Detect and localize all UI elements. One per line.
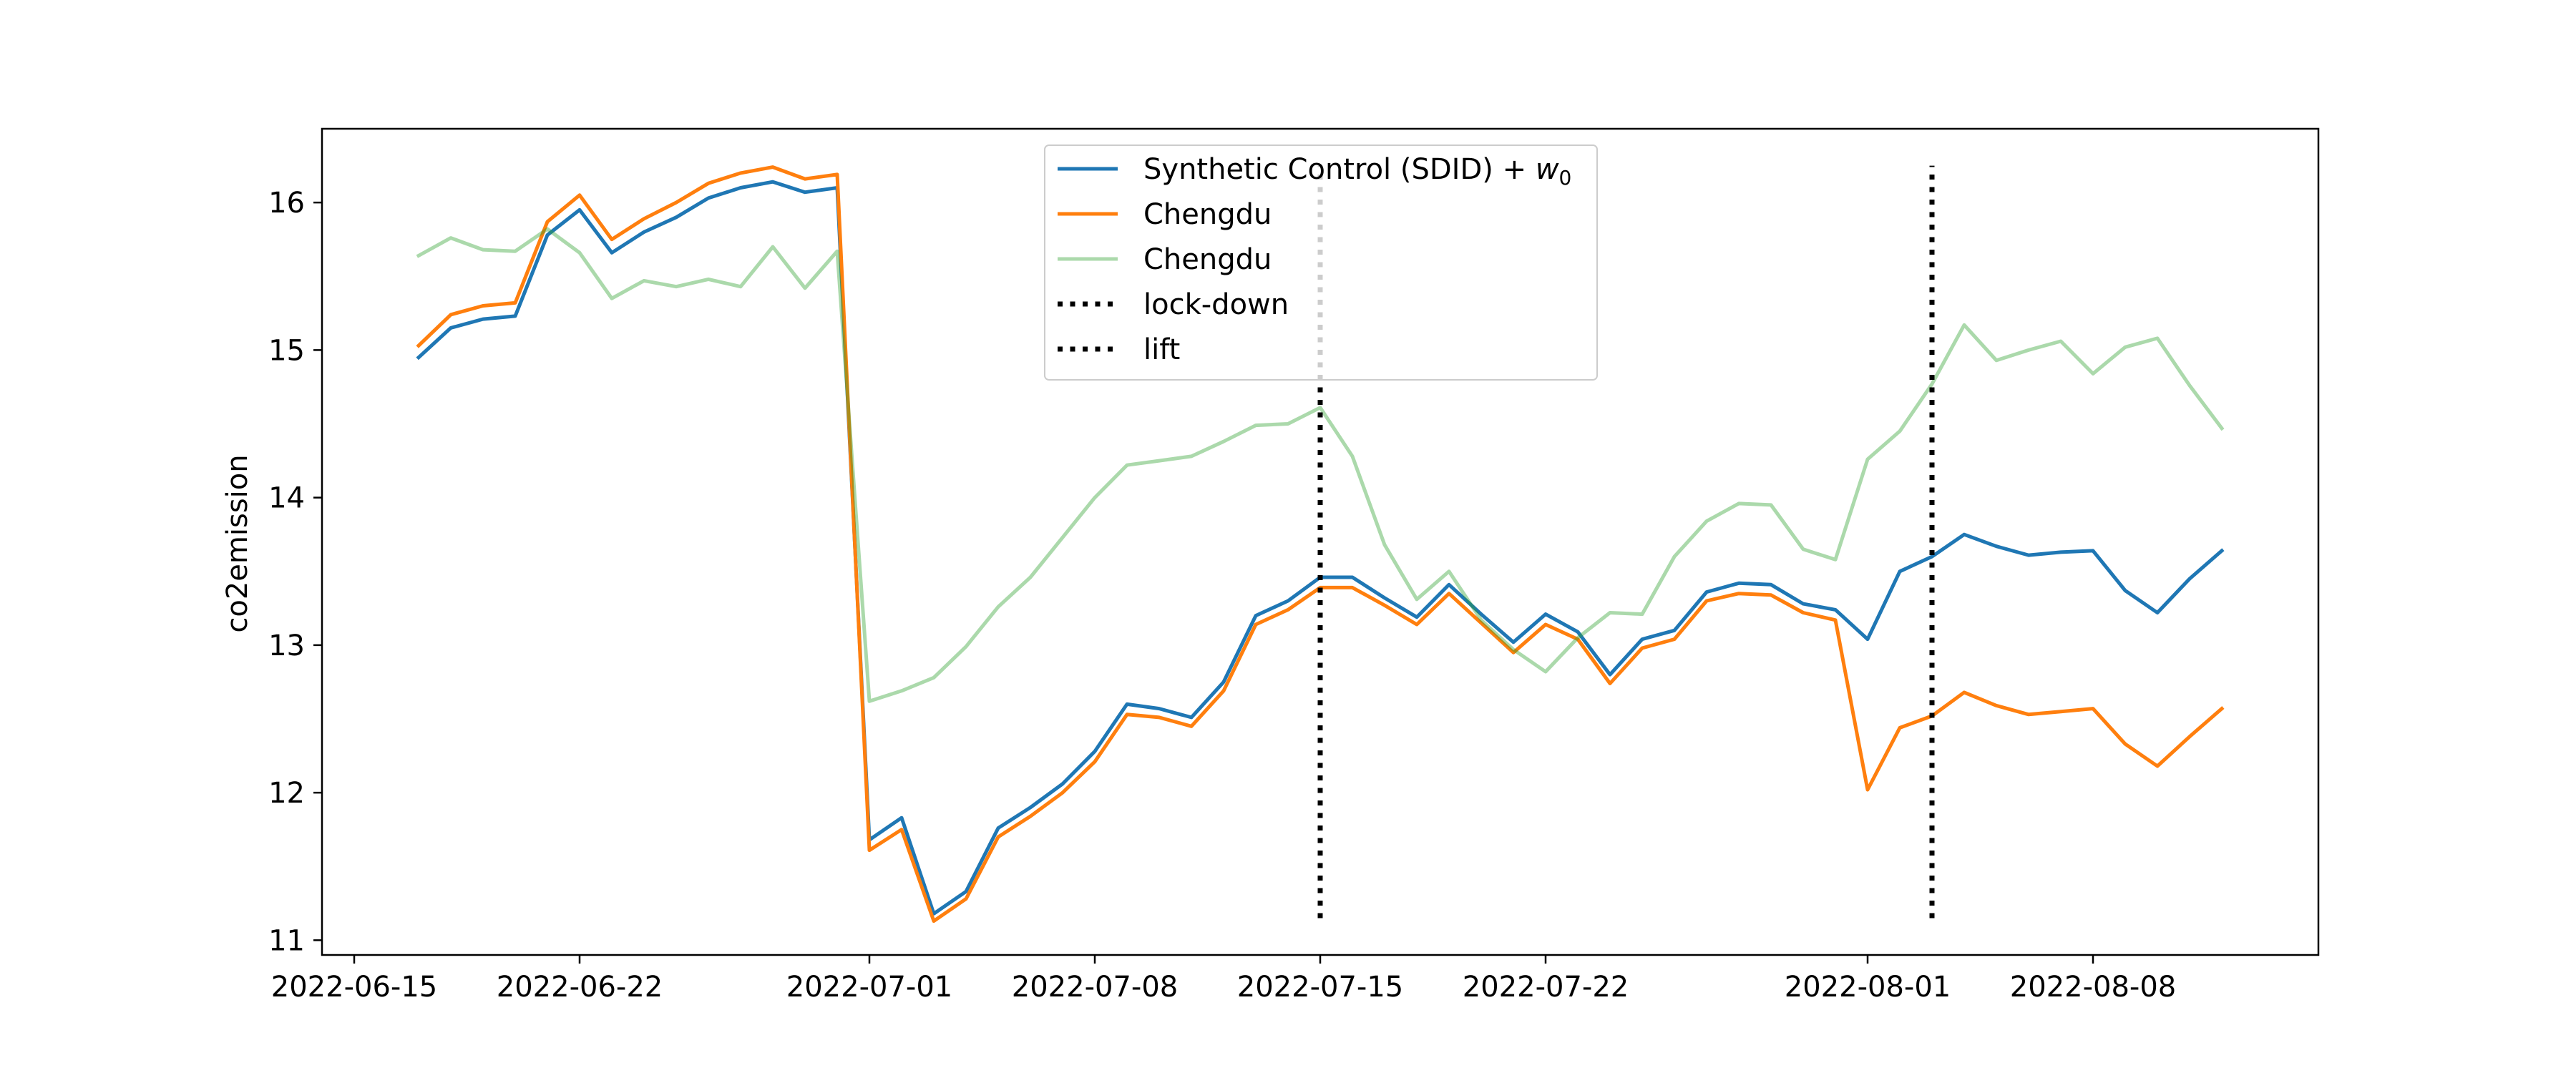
legend-label: Synthetic Control (SDID) + w0 — [1143, 153, 1571, 190]
y-axis: 11 12 13 14 15 16 — [268, 187, 322, 957]
x-tick-label: 2022-07-15 — [1237, 971, 1403, 1004]
x-tick-label: 2022-07-22 — [1463, 971, 1629, 1004]
legend-box — [1044, 144, 1598, 381]
legend-label: Chengdu — [1143, 198, 1272, 231]
series-line-2 — [416, 165, 2225, 923]
y-tick-label: 11 — [268, 924, 305, 957]
y-axis-label: co2emission — [221, 454, 254, 632]
y-tick-label: 14 — [268, 482, 305, 515]
x-axis: 2022-06-15 2022-06-22 2022-07-01 2022-07-08… — [271, 955, 2176, 1004]
legend-label: lift — [1143, 333, 1180, 366]
x-tick-label: 2022-07-01 — [786, 971, 952, 1004]
legend-label: Chengdu — [1143, 243, 1272, 276]
x-tick-label: 2022-07-08 — [1012, 971, 1178, 1004]
y-tick-label: 15 — [268, 334, 305, 367]
x-tick-label: 2022-08-08 — [2010, 971, 2176, 1004]
x-tick-label: 2022-08-01 — [1785, 971, 1951, 1004]
y-tick-label: 12 — [268, 777, 305, 810]
y-tick-label: 13 — [268, 629, 305, 662]
series-line-3 — [416, 227, 2225, 703]
y-tick-label: 16 — [268, 187, 305, 220]
x-tick-label: 2022-06-15 — [271, 971, 437, 1004]
x-tick-label: 2022-06-22 — [497, 971, 663, 1004]
legend: Synthetic Control (SDID) + w0 Chengdu Chen… — [1044, 144, 1598, 381]
legend-label: lock-down — [1143, 288, 1289, 321]
